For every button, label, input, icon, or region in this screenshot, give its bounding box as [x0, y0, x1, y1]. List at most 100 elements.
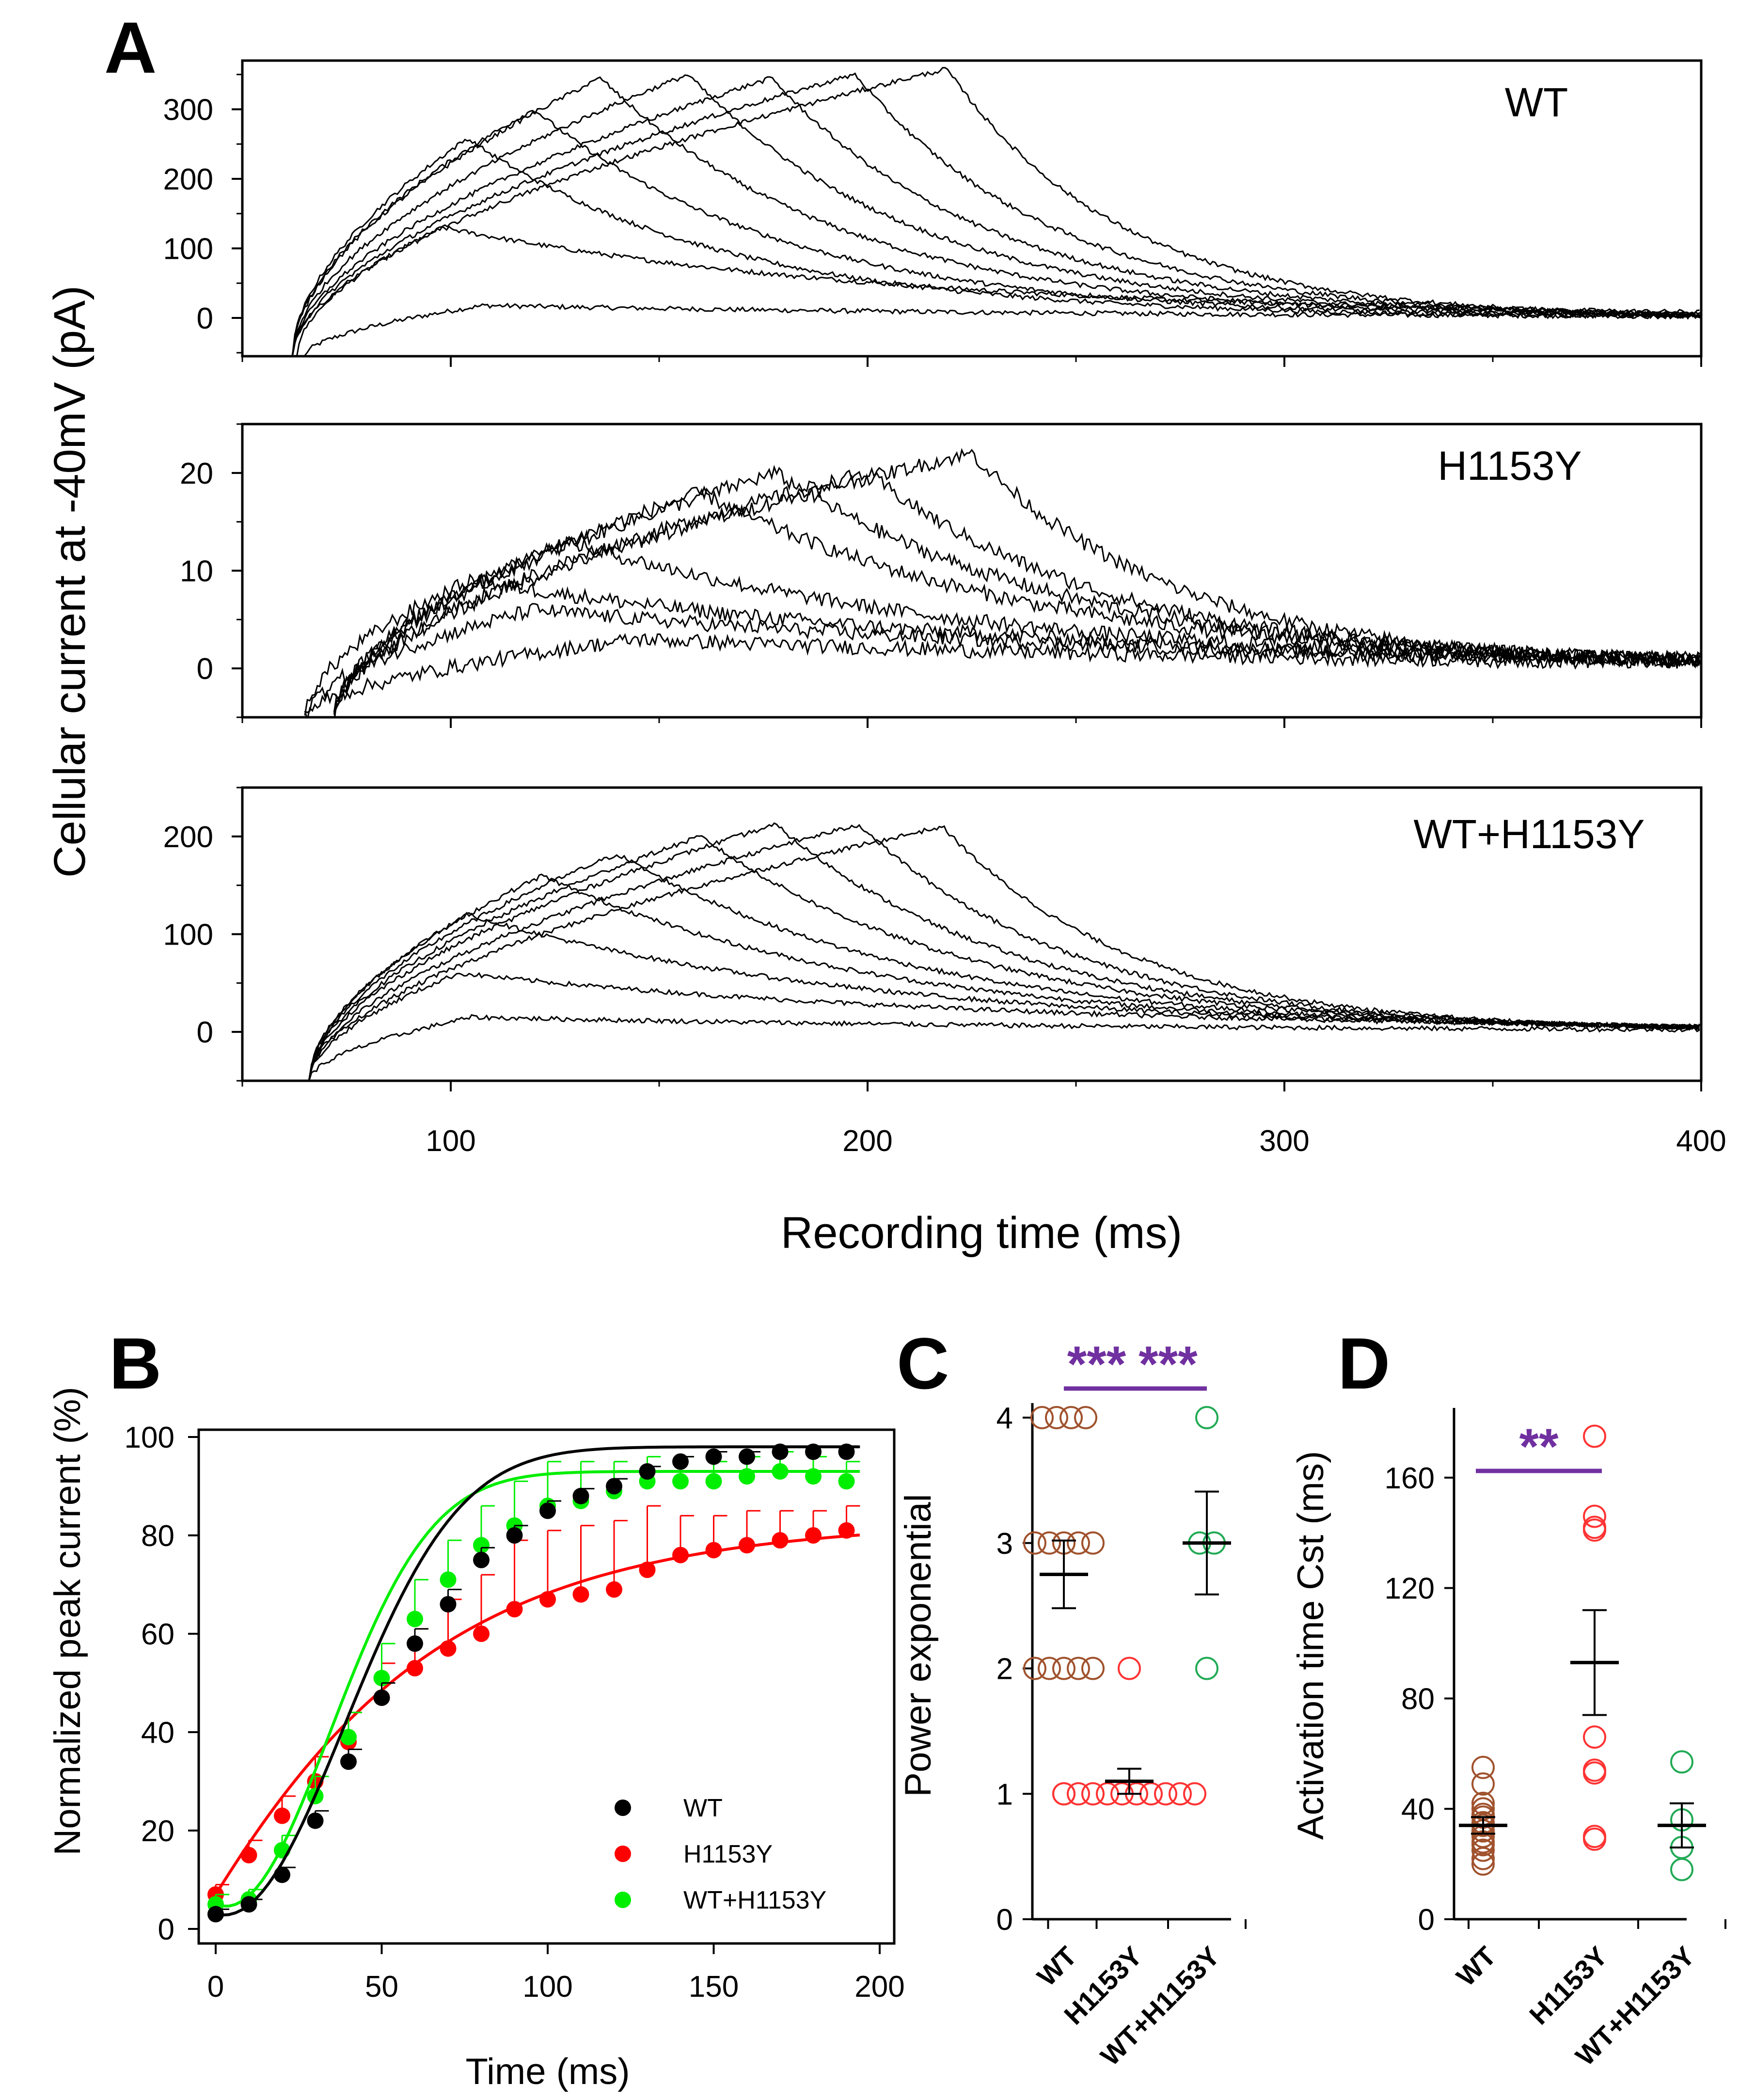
- y-tick-label: 40: [141, 1716, 174, 1750]
- current-trace: [308, 1014, 1700, 1081]
- group-point: [1670, 1750, 1693, 1774]
- group-point: [1471, 1852, 1495, 1876]
- current-trace: [291, 76, 1701, 355]
- current-trace: [291, 74, 1701, 356]
- data-point: [572, 1586, 589, 1603]
- y-tick-label: 0: [1418, 1903, 1435, 1937]
- data-point: [240, 1896, 257, 1913]
- group-point: [1195, 1406, 1218, 1429]
- data-point: [340, 1729, 357, 1746]
- x-tick-label: 400: [1676, 1124, 1726, 1158]
- y-tick-label: 160: [1385, 1462, 1435, 1495]
- current-trace: [291, 67, 1701, 356]
- trace-group-label: WT+H1153Y: [1414, 811, 1645, 857]
- group-point: [1195, 1657, 1218, 1680]
- data-point: [838, 1443, 855, 1460]
- significance-label: ***: [1138, 1336, 1198, 1392]
- data-point: [639, 1562, 656, 1579]
- y-tick-label: 120: [1385, 1572, 1435, 1606]
- data-point: [705, 1448, 722, 1465]
- legend-marker: [615, 1892, 631, 1908]
- panel-b-axes: 0 20 40 60 80 100 0 50 100 150 200: [125, 1421, 905, 2004]
- panel-a-x-axis-title: Recording time (ms): [781, 1208, 1182, 1258]
- legend-label: WT: [683, 1794, 723, 1822]
- group-point: [1154, 1782, 1177, 1806]
- data-point: [805, 1527, 822, 1544]
- data-point: [539, 1591, 556, 1608]
- data-point: [473, 1537, 490, 1554]
- legend-label: H1153Y: [683, 1840, 773, 1868]
- x-tick-label: 100: [426, 1124, 475, 1158]
- group-point: [1023, 1657, 1046, 1680]
- data-point: [340, 1753, 357, 1770]
- panel-b-x-axis-title: Time (ms): [465, 2051, 630, 2092]
- group-point: [1583, 1518, 1606, 1542]
- data-point: [274, 1807, 290, 1824]
- data-point: [805, 1443, 822, 1460]
- x-tick-label: 200: [854, 1970, 904, 2004]
- data-point: [407, 1611, 423, 1627]
- group-point: [1067, 1531, 1090, 1555]
- y-tick-label: 80: [1401, 1682, 1435, 1716]
- y-tick-label: 20: [180, 457, 213, 490]
- y-tick-label: 3: [996, 1527, 1013, 1561]
- y-tick-label: 60: [141, 1618, 174, 1651]
- group-point: [1030, 1406, 1054, 1429]
- data-point: [672, 1473, 689, 1490]
- data-point: [506, 1601, 523, 1618]
- y-tick-label: 0: [197, 302, 213, 335]
- y-tick-label: 100: [125, 1421, 174, 1454]
- data-point: [407, 1635, 423, 1652]
- group-point: [1583, 1761, 1606, 1785]
- data-point: [440, 1571, 457, 1588]
- current-trace: [333, 466, 1700, 715]
- data-point: [373, 1670, 390, 1687]
- group-point: [1059, 1406, 1083, 1429]
- current-trace: [304, 633, 1701, 717]
- y-tick-label: 4: [996, 1402, 1013, 1435]
- data-point: [539, 1502, 556, 1519]
- group-point: [1583, 1827, 1606, 1851]
- data-point: [705, 1542, 722, 1559]
- group-point: [1183, 1782, 1206, 1806]
- y-tick-label: 300: [163, 93, 213, 126]
- group-point: [1471, 1755, 1495, 1779]
- group-point: [1045, 1406, 1068, 1429]
- panel-d-letter: D: [1338, 1323, 1390, 1404]
- panel-a-traces: 0 100 200 300 WT 0 10 20 H1153Y 0 100 200 WT+H1153…: [45, 59, 1726, 1258]
- data-point: [473, 1551, 490, 1568]
- group-point: [1670, 1858, 1693, 1881]
- data-point: [307, 1812, 324, 1829]
- data-point: [772, 1463, 789, 1480]
- data-point: [572, 1487, 589, 1504]
- data-point: [639, 1463, 656, 1480]
- data-point: [506, 1527, 523, 1544]
- group-point: [1052, 1657, 1075, 1680]
- x-tick-label: 200: [842, 1124, 892, 1158]
- significance-label: **: [1519, 1419, 1559, 1475]
- group-point: [1067, 1782, 1090, 1806]
- current-trace: [292, 139, 1701, 356]
- data-point: [838, 1522, 855, 1539]
- data-point: [772, 1532, 789, 1549]
- x-tick-label: 100: [522, 1970, 572, 2004]
- y-tick-label: 100: [163, 233, 213, 266]
- y-tick-label: 40: [1401, 1793, 1435, 1826]
- y-tick-label: 0: [197, 652, 213, 686]
- panel-d-points: **: [1459, 1419, 1706, 1881]
- data-point: [407, 1660, 423, 1677]
- group-point: [1118, 1657, 1141, 1680]
- data-point: [207, 1906, 224, 1923]
- group-point: [1038, 1531, 1061, 1555]
- data-point: [606, 1581, 622, 1598]
- current-trace: [291, 72, 1701, 355]
- current-trace: [308, 825, 1700, 1081]
- y-tick-label: 10: [180, 555, 213, 588]
- current-trace: [304, 302, 1701, 356]
- group-point: [1081, 1531, 1105, 1555]
- group-point: [1169, 1782, 1192, 1806]
- data-point: [772, 1443, 789, 1460]
- panel-a-x-axis: 100 200 300 400: [426, 1124, 1726, 1158]
- y-tick-label: 80: [141, 1519, 174, 1553]
